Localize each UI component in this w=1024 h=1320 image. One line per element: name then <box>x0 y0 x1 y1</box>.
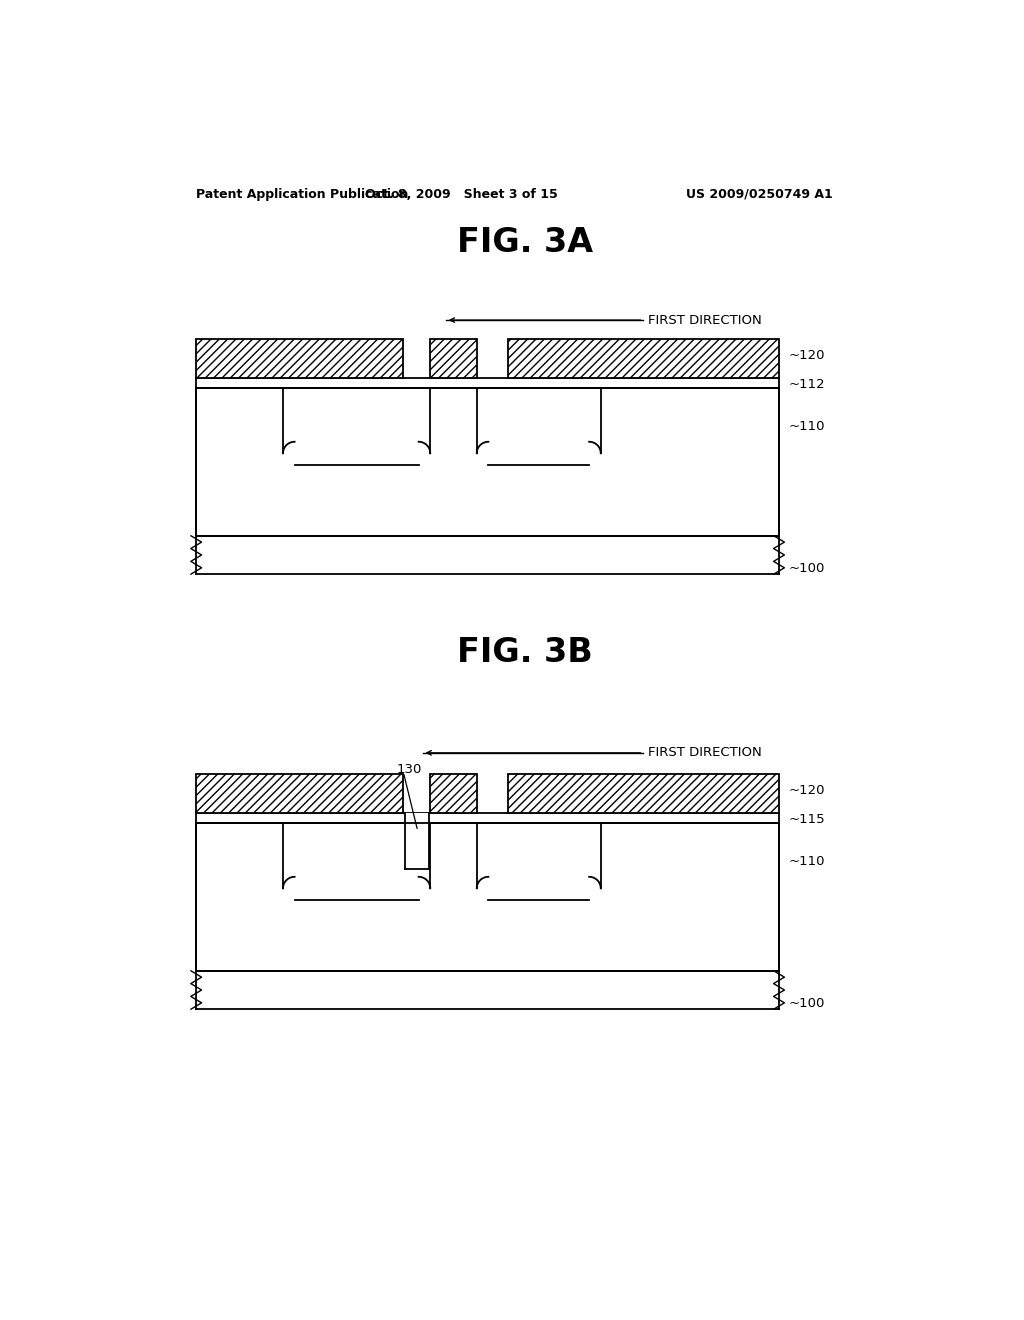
Bar <box>477 388 601 465</box>
Text: ~115: ~115 <box>788 813 825 826</box>
Text: US 2009/0250749 A1: US 2009/0250749 A1 <box>686 187 833 201</box>
Text: Oct. 8, 2009   Sheet 3 of 15: Oct. 8, 2009 Sheet 3 of 15 <box>365 187 558 201</box>
Text: ~100: ~100 <box>788 997 824 1010</box>
Bar <box>430 339 477 378</box>
Bar <box>197 339 403 378</box>
Bar <box>197 822 779 970</box>
Bar <box>283 388 430 465</box>
Bar <box>477 822 601 900</box>
Bar <box>197 378 779 388</box>
Text: ~100: ~100 <box>788 561 824 574</box>
Text: FIRST DIRECTION: FIRST DIRECTION <box>648 746 762 759</box>
Bar <box>197 775 403 813</box>
Text: ~110: ~110 <box>788 420 824 433</box>
Text: FIG. 3A: FIG. 3A <box>457 226 593 259</box>
Text: FIG. 3B: FIG. 3B <box>457 636 593 669</box>
Text: ~120: ~120 <box>788 784 824 797</box>
Bar <box>406 813 429 869</box>
Bar <box>430 775 477 813</box>
Bar <box>283 822 430 900</box>
Text: ~112: ~112 <box>788 378 825 391</box>
Text: ~110: ~110 <box>788 855 824 869</box>
Bar <box>197 813 779 822</box>
Text: FIRST DIRECTION: FIRST DIRECTION <box>648 314 762 326</box>
Bar <box>508 775 779 813</box>
Bar <box>197 388 779 536</box>
Text: ~120: ~120 <box>788 348 824 362</box>
Text: 130: 130 <box>396 763 422 776</box>
Text: Patent Application Publication: Patent Application Publication <box>197 187 409 201</box>
Bar <box>508 339 779 378</box>
